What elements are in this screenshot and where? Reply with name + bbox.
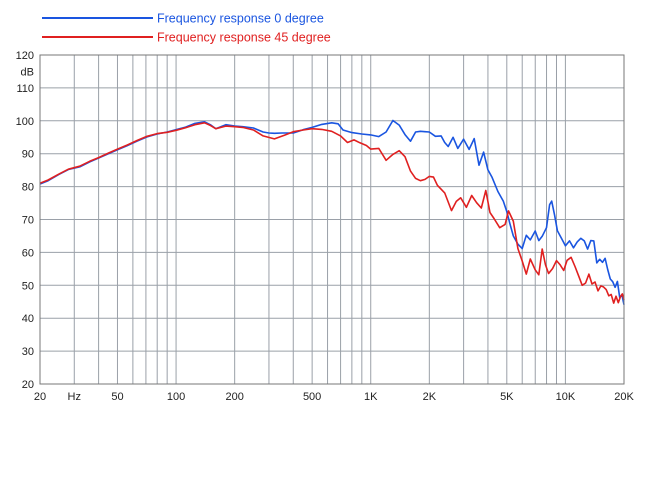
series-line-0-degree — [39, 119, 625, 305]
x-tick-label: 100 — [167, 391, 185, 403]
series-line-45-degree — [39, 122, 625, 304]
y-tick-label: 110 — [16, 83, 34, 95]
y-tick-label: 100 — [16, 116, 34, 128]
x-tick-label: 20K — [614, 391, 634, 403]
grid — [40, 55, 624, 384]
y-tick-label: 120 — [16, 50, 34, 62]
x-tick-label: 1K — [364, 391, 378, 403]
y-tick-label: 80 — [22, 182, 34, 194]
x-tick-label: 10K — [556, 391, 576, 403]
y-tick-label: 40 — [22, 313, 34, 325]
x-tick-labels: 20 Hz 50 100 200 500 1K 2K 5K 10K 20K — [34, 391, 635, 403]
y-tick-labels: 120 110 100 90 80 70 60 50 40 30 20 — [16, 50, 34, 391]
plot-border — [39, 54, 625, 385]
series-lines — [39, 119, 625, 305]
legend-label: Frequency response 45 degree — [157, 31, 331, 45]
x-tick-label: 5K — [500, 391, 514, 403]
y-tick-label: 90 — [22, 149, 34, 161]
x-tick-label: 50 — [111, 391, 123, 403]
y-tick-label: 20 — [22, 379, 34, 391]
x-tick-label: 200 — [225, 391, 243, 403]
y-tick-label: 30 — [22, 346, 34, 358]
legend: Frequency response 0 degree Frequency res… — [42, 12, 331, 45]
y-tick-label: 50 — [22, 280, 34, 292]
y-tick-label: 60 — [22, 247, 34, 259]
x-tick-label: Hz — [68, 391, 81, 403]
y-axis-unit-label: dB — [21, 66, 34, 78]
legend-label: Frequency response 0 degree — [157, 12, 324, 26]
y-tick-label: 70 — [22, 215, 34, 227]
x-tick-label: 2K — [423, 391, 437, 403]
x-tick-label: 500 — [303, 391, 321, 403]
x-tick-label: 20 — [34, 391, 46, 403]
